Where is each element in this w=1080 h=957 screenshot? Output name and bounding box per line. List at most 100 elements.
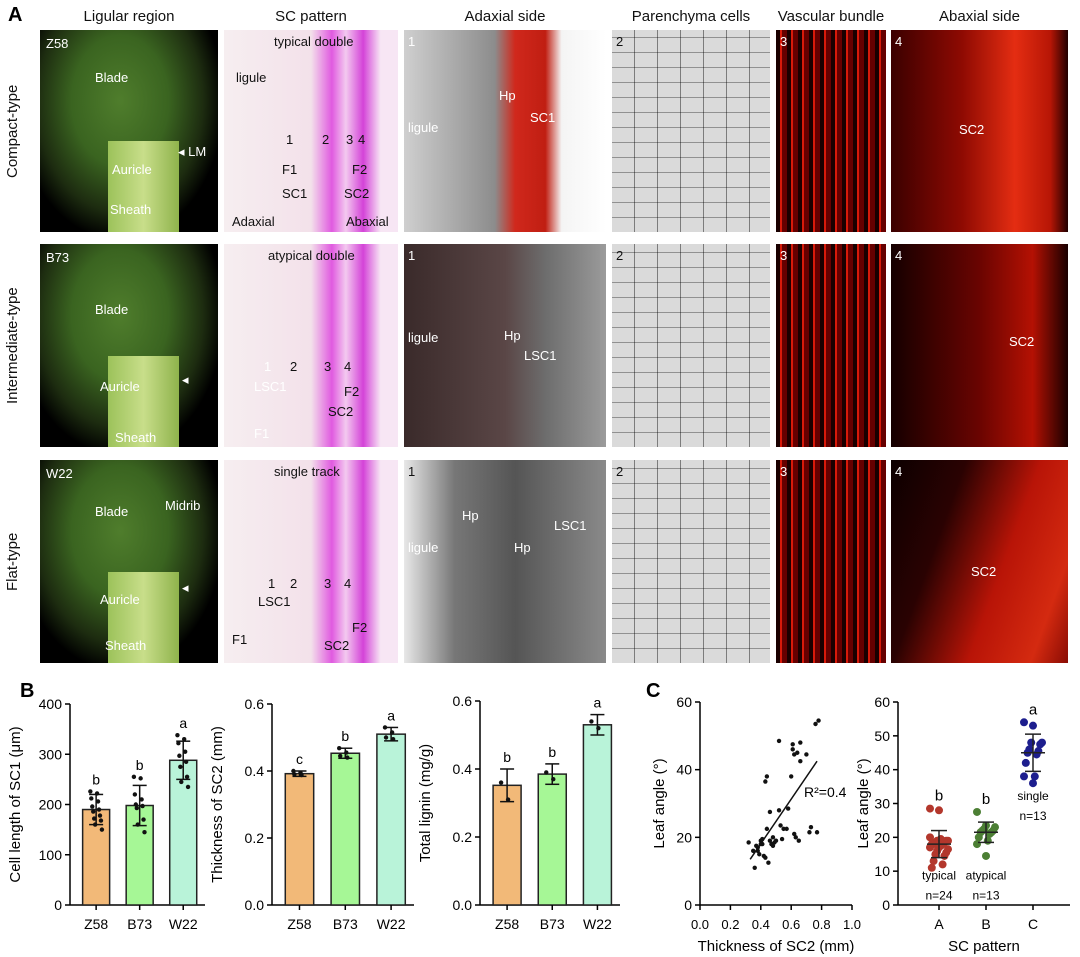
data-point (1030, 772, 1039, 781)
significance-letter: a (387, 707, 395, 723)
data-point (92, 816, 97, 821)
leaf-sheath-shape (107, 355, 179, 447)
data-point (596, 726, 601, 731)
x-tick-label: 0.0 (691, 917, 709, 932)
data-point (755, 845, 760, 850)
y-tick-label: 0 (54, 897, 62, 913)
data-point (389, 730, 395, 735)
x-tick-label: A (934, 916, 944, 932)
row-header: Compact-type (4, 84, 21, 178)
data-point (804, 752, 809, 757)
image-annotation: Z58 (46, 36, 69, 51)
row-header: Flat-type (4, 532, 21, 591)
column-header: Abaxial side (939, 8, 1020, 25)
y-tick-label: 200 (39, 797, 63, 813)
data-point (816, 718, 821, 723)
image-annotation: 4 (344, 359, 352, 374)
data-point (298, 770, 303, 775)
bar (537, 773, 568, 906)
data-point (337, 746, 342, 751)
data-point (138, 776, 143, 781)
micrograph-2-2: atypical double 1 2 3 4 LSC1 F1 F2 SC2 (224, 244, 398, 447)
image-annotation: SC2 (344, 186, 370, 201)
image-annotation: F2 (352, 162, 368, 177)
image-annotation: ◂ (182, 580, 189, 595)
image-annotation: Adaxial (232, 214, 275, 229)
micrograph-2-1: B73 Blade Auricle Sheath ◂ (40, 244, 218, 447)
data-point (814, 830, 820, 835)
leaf-sheath-shape (107, 571, 179, 663)
data-point (178, 764, 183, 770)
x-tick-label: 1.0 (843, 917, 861, 932)
data-point (944, 836, 952, 845)
y-tick-label: 0.4 (453, 761, 473, 777)
data-point (89, 796, 94, 801)
data-point (974, 833, 983, 842)
panel-b-label: B (20, 680, 35, 702)
data-point (139, 797, 144, 802)
x-tick-label: W22 (583, 916, 612, 932)
data-point (175, 732, 180, 738)
y-tick-label: 60 (874, 694, 890, 710)
data-point (936, 835, 945, 844)
data-point (97, 813, 103, 818)
image-annotation: Auricle (112, 162, 152, 177)
image-annotation: LSC1 (554, 518, 587, 533)
image-annotation: 3 (324, 576, 332, 591)
micrograph-3-6: 4 SC2 (891, 460, 1068, 663)
y-tick-label: 10 (874, 863, 890, 879)
y-tick-label: 400 (39, 696, 63, 712)
image-annotation: F2 (344, 384, 360, 399)
data-point (498, 780, 504, 785)
data-point (1020, 772, 1028, 781)
bar (81, 808, 111, 906)
image-annotation: 1 (408, 464, 416, 479)
image-annotation: Hp (514, 540, 531, 555)
data-point (772, 840, 777, 845)
data-point (761, 853, 767, 859)
image-annotation: SC1 (282, 186, 308, 201)
y-axis-label: Leaf angle (°) (855, 758, 872, 848)
data-point (813, 721, 818, 727)
data-point (989, 826, 998, 835)
image-annotation: 2 (616, 464, 624, 479)
data-point (785, 806, 791, 811)
data-point (133, 802, 139, 807)
data-point (790, 747, 795, 752)
image-annotation: W22 (46, 466, 73, 481)
data-point (382, 725, 388, 730)
data-point (779, 836, 785, 842)
data-point (795, 750, 800, 755)
significance-letter: b (503, 749, 511, 765)
bar (376, 733, 407, 906)
data-point (973, 807, 981, 816)
image-annotation: SC2 (328, 404, 354, 419)
y-tick-label: 0.2 (245, 830, 265, 846)
data-point (987, 828, 996, 837)
image-annotation: Blade (95, 504, 129, 519)
image-annotation: LSC1 (524, 348, 557, 363)
image-annotation: Midrib (165, 498, 201, 513)
data-point (935, 840, 943, 849)
column-header: Ligular region (83, 8, 175, 25)
significance-letter: b (935, 788, 943, 805)
bar (125, 804, 154, 906)
y-tick-label: 0.2 (453, 829, 473, 845)
data-point (769, 841, 774, 847)
data-point (933, 846, 942, 855)
data-point (1038, 738, 1046, 747)
panel-a-label: A (8, 4, 23, 26)
y-tick-label: 0.0 (453, 897, 473, 913)
data-point (776, 738, 782, 744)
y-tick-label: 0 (882, 897, 890, 913)
regression-line (749, 760, 818, 860)
image-annotation: 4 (895, 34, 903, 49)
data-point (938, 860, 947, 869)
data-point (344, 750, 349, 755)
data-point (763, 855, 768, 860)
data-point (935, 806, 943, 815)
image-annotation: ligule (408, 540, 439, 555)
data-point (976, 828, 985, 837)
image-annotation: 4 (358, 132, 366, 147)
data-point (338, 753, 343, 759)
